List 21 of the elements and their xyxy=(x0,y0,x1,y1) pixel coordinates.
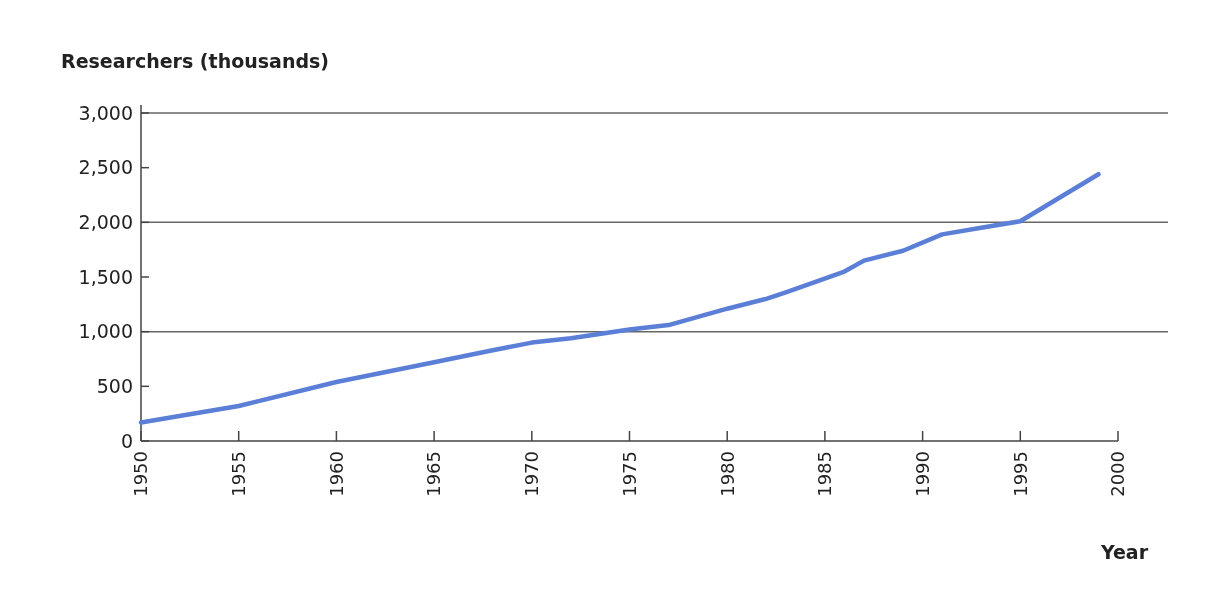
line-series xyxy=(138,171,1101,425)
x-tick-label: 1965 xyxy=(423,451,445,497)
x-tick-label: 1975 xyxy=(618,451,640,497)
y-tick-label: 0 xyxy=(120,429,133,452)
x-tick-label: 1995 xyxy=(1009,451,1031,497)
x-tick-label: 1985 xyxy=(814,451,836,497)
x-tick-label: 1970 xyxy=(521,451,543,497)
x-tick-label: 1955 xyxy=(228,451,249,497)
y-tick-label: 1,500 xyxy=(78,265,133,288)
y-tick-label: 2,500 xyxy=(78,156,133,179)
x-tick-label: 1960 xyxy=(325,451,347,497)
x-tick-label: 1980 xyxy=(716,451,738,497)
y-tick-label: 500 xyxy=(96,374,133,397)
y-tick-label: 1,000 xyxy=(78,320,133,343)
x-tick-label: 2000 xyxy=(1107,451,1129,497)
x-axis-title: Year xyxy=(1099,541,1149,563)
y-tick-label: 3,000 xyxy=(78,101,133,124)
y-axis-title: Researchers (thousands) xyxy=(61,50,329,72)
x-tick-label: 1950 xyxy=(130,451,152,497)
x-tick-label: 1990 xyxy=(911,451,933,497)
y-tick-label: 2,000 xyxy=(78,210,133,233)
